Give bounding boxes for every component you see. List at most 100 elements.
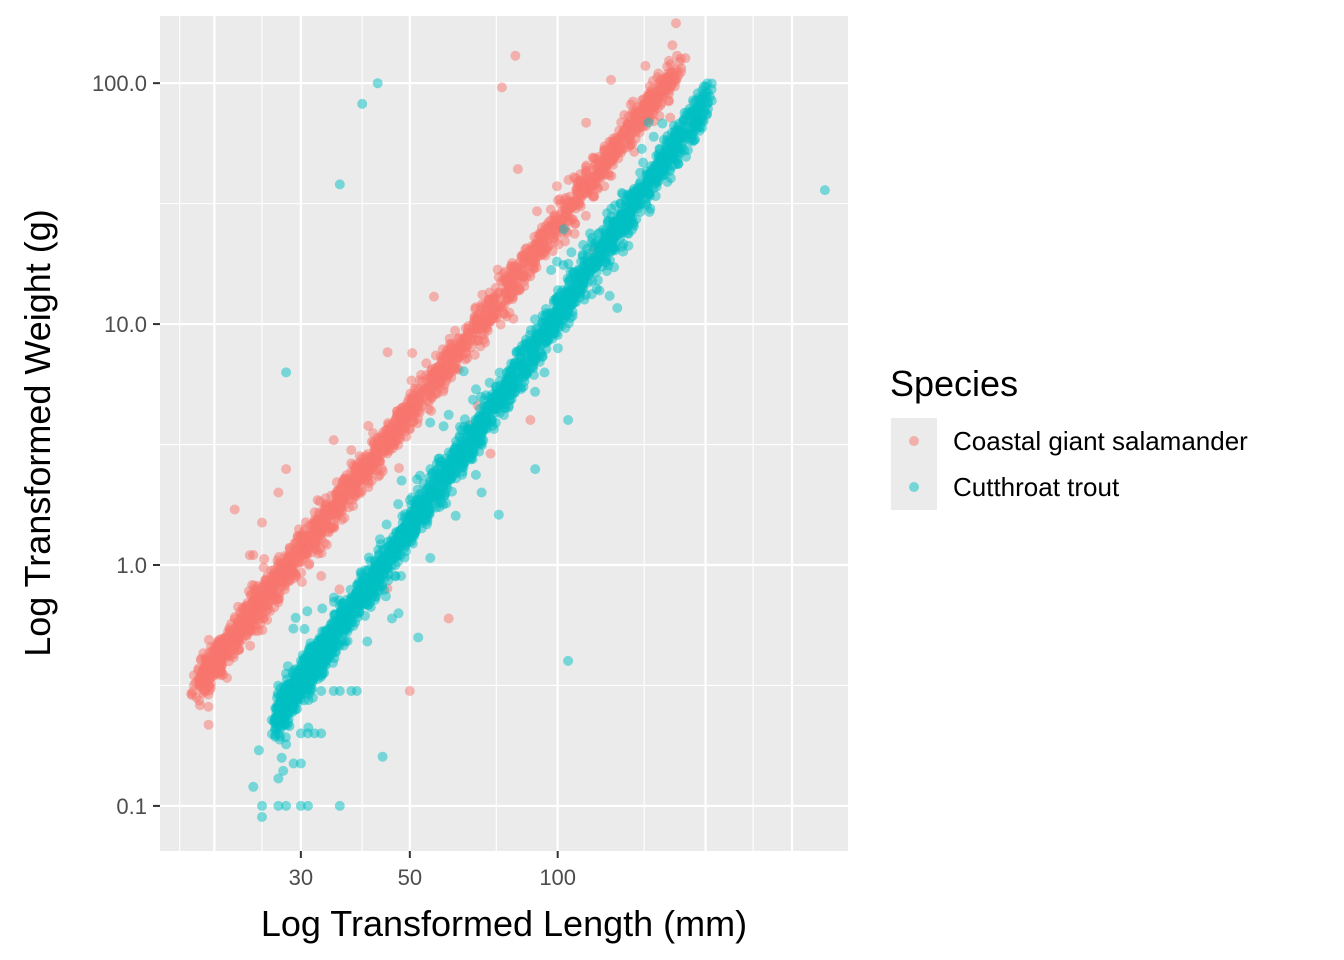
point-trout <box>525 325 536 336</box>
point-trout <box>351 686 362 696</box>
point-salamander <box>307 520 318 531</box>
point-salamander <box>606 170 617 181</box>
point-salamander <box>194 695 205 706</box>
point-salamander <box>223 634 234 645</box>
point-trout <box>674 128 685 139</box>
point-salamander <box>292 530 303 541</box>
point-salamander <box>428 380 439 391</box>
point-salamander <box>614 142 624 153</box>
point-salamander <box>422 386 433 397</box>
point-trout <box>467 394 478 405</box>
point-trout <box>345 584 356 595</box>
point-salamander <box>644 81 655 92</box>
point-salamander <box>334 485 345 496</box>
point-trout <box>393 499 404 510</box>
point-salamander <box>382 347 393 358</box>
point-salamander <box>413 405 424 416</box>
point-trout <box>466 452 477 463</box>
point-salamander <box>437 355 448 366</box>
point-trout <box>248 781 259 792</box>
point-salamander <box>294 543 305 554</box>
point-trout <box>302 800 313 811</box>
point-trout <box>573 283 583 294</box>
point-trout <box>591 283 602 294</box>
point-trout <box>309 643 320 654</box>
point-salamander <box>506 261 517 272</box>
point-trout <box>367 571 378 582</box>
point-salamander <box>328 521 339 532</box>
point-trout <box>357 597 368 608</box>
point-salamander <box>303 546 314 557</box>
point-salamander <box>303 559 314 570</box>
point-salamander <box>234 628 245 639</box>
point-trout <box>552 343 563 354</box>
point-trout <box>317 603 328 614</box>
point-trout <box>530 464 541 475</box>
point-trout <box>334 800 345 811</box>
point-trout <box>396 475 407 486</box>
point-salamander <box>222 672 232 683</box>
point-trout <box>679 107 690 118</box>
point-salamander <box>258 562 269 573</box>
point-salamander <box>204 647 215 658</box>
point-salamander <box>457 342 468 353</box>
point-salamander <box>480 316 491 327</box>
point-trout <box>409 522 420 533</box>
point-trout <box>605 227 616 238</box>
point-salamander <box>665 112 676 123</box>
point-salamander <box>339 513 350 523</box>
point-trout <box>458 366 469 377</box>
point-trout <box>558 224 569 235</box>
point-salamander <box>614 135 624 146</box>
point-salamander <box>501 311 512 322</box>
point-trout <box>388 552 399 563</box>
point-salamander <box>314 514 325 525</box>
point-salamander <box>357 464 368 475</box>
point-trout <box>608 216 619 227</box>
point-salamander <box>257 517 267 528</box>
point-trout <box>514 356 525 367</box>
point-trout <box>509 387 520 398</box>
point-trout <box>616 187 627 198</box>
point-salamander <box>584 176 594 187</box>
point-salamander <box>286 545 297 556</box>
point-trout <box>563 415 574 425</box>
point-trout <box>563 258 574 269</box>
point-salamander <box>569 228 580 239</box>
point-trout <box>281 367 292 378</box>
point-trout <box>360 610 370 621</box>
point-trout <box>273 773 284 784</box>
point-salamander <box>316 571 327 581</box>
point-salamander <box>331 477 342 488</box>
point-salamander <box>532 206 542 217</box>
point-trout <box>539 367 550 378</box>
point-trout <box>614 226 625 237</box>
point-salamander <box>512 164 523 175</box>
point-trout <box>587 232 598 243</box>
point-salamander <box>334 495 344 506</box>
point-salamander <box>525 250 536 261</box>
y-tick-label: 100.0 <box>92 71 147 96</box>
point-salamander <box>443 369 454 380</box>
point-salamander <box>261 598 272 609</box>
point-trout <box>563 655 574 666</box>
legend-label-trout: Cutthroat trout <box>953 472 1120 502</box>
point-trout <box>290 665 300 676</box>
point-salamander <box>680 53 691 64</box>
point-salamander <box>325 501 336 512</box>
point-trout <box>555 287 566 298</box>
point-trout <box>302 686 313 696</box>
point-salamander <box>268 590 278 601</box>
point-trout <box>375 539 386 550</box>
point-trout <box>450 510 461 521</box>
point-salamander <box>606 74 616 85</box>
point-trout <box>681 151 692 162</box>
point-trout <box>334 686 345 696</box>
legend-title: Species <box>890 363 1018 404</box>
point-salamander <box>203 634 214 645</box>
point-salamander <box>199 677 210 688</box>
point-trout <box>372 78 383 89</box>
point-salamander <box>409 383 420 394</box>
point-salamander <box>426 405 437 416</box>
point-salamander <box>430 368 441 379</box>
